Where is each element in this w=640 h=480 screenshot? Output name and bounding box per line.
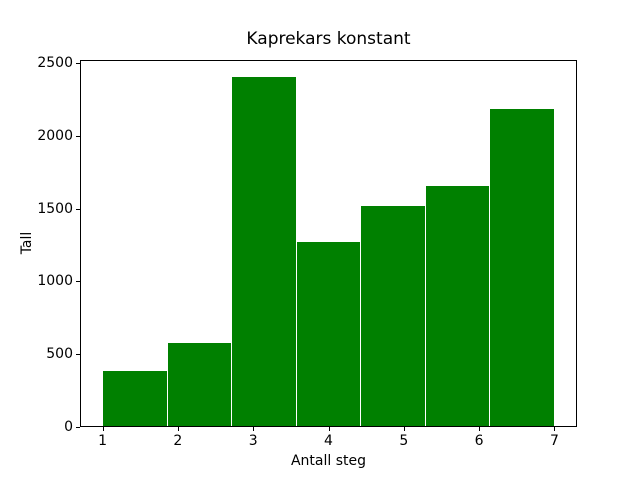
y-tick-label: 0 xyxy=(64,419,73,435)
y-tick-mark xyxy=(76,281,80,283)
y-tick-label: 1000 xyxy=(37,273,73,290)
bar-1 xyxy=(103,371,167,427)
x-tick-label: 7 xyxy=(549,433,559,449)
x-tick-mark xyxy=(554,427,556,431)
bar-4 xyxy=(296,241,361,427)
x-tick-mark xyxy=(328,427,330,431)
x-tick-label: 2 xyxy=(173,433,183,449)
y-tick-mark xyxy=(76,62,80,64)
x-tick-label: 1 xyxy=(98,433,108,449)
x-axis-label: Antall steg xyxy=(290,453,367,469)
bar-3 xyxy=(232,77,296,427)
chart-title: Kaprekars konstant xyxy=(246,29,411,49)
y-tick-label: 2500 xyxy=(37,54,73,71)
x-tick-mark xyxy=(102,427,104,431)
x-tick-mark xyxy=(479,427,481,431)
y-axis-label: Tall xyxy=(19,231,35,255)
x-tick-label: 4 xyxy=(324,433,333,449)
y-tick-label: 500 xyxy=(46,346,73,363)
y-tick-mark xyxy=(76,354,80,356)
x-tick-mark xyxy=(177,427,179,431)
bars-group xyxy=(80,60,577,427)
bar-7 xyxy=(490,108,554,427)
y-tick-label: 2000 xyxy=(37,127,73,144)
y-tick-mark xyxy=(76,208,80,210)
plot-area xyxy=(80,60,577,427)
bar-5 xyxy=(361,205,425,427)
y-tick-mark xyxy=(76,427,80,428)
y-tick-label: 1500 xyxy=(37,200,73,217)
bar-2 xyxy=(167,343,232,427)
x-tick-label: 3 xyxy=(248,433,258,449)
x-tick-label: 5 xyxy=(399,433,409,449)
y-tick-mark xyxy=(76,135,80,137)
x-tick-mark xyxy=(253,427,255,431)
x-tick-label: 6 xyxy=(474,433,484,449)
bar-6 xyxy=(425,185,490,427)
x-tick-mark xyxy=(403,427,405,431)
